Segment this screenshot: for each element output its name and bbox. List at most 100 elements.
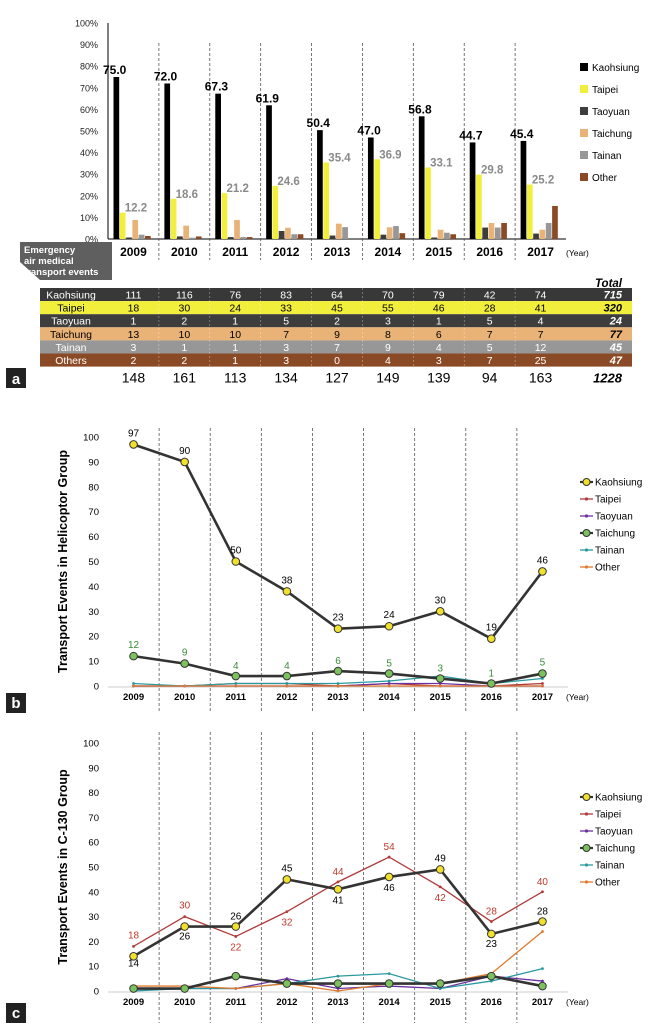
table-cell: 2 bbox=[131, 355, 137, 367]
table-cell: 5 bbox=[487, 316, 493, 328]
table-cell: 5 bbox=[283, 316, 289, 328]
column-total: 113 bbox=[224, 370, 247, 386]
bar-tainan-2015 bbox=[444, 232, 450, 239]
table-cell: 7 bbox=[334, 342, 340, 354]
point-other-2012 bbox=[285, 684, 289, 688]
data-label-taichung: 12 bbox=[128, 640, 140, 651]
table-cell: 42 bbox=[484, 290, 496, 302]
data-label-kaohsiung: 45.4 bbox=[510, 127, 534, 141]
series-line-kaohsiung bbox=[133, 443, 544, 641]
table-cell: 64 bbox=[331, 290, 343, 302]
panel-tag-c-text: c bbox=[12, 1005, 20, 1022]
bar-taipei-2009 bbox=[119, 212, 126, 239]
table-row-tainan bbox=[40, 340, 632, 354]
data-label-kaohsiung: 14 bbox=[128, 958, 140, 969]
x-tick-label: 2011 bbox=[225, 997, 246, 1008]
x-tick-label: 2009 bbox=[123, 997, 144, 1008]
x-tick-label: 2014 bbox=[379, 997, 401, 1008]
table-cell: 33 bbox=[280, 303, 292, 315]
y-tick-label: 30% bbox=[80, 170, 98, 180]
data-label-taipei: 40 bbox=[537, 877, 549, 888]
legend-marker-kaohsiung bbox=[582, 478, 591, 486]
legend-label-kaohsiung: Kaohsiung bbox=[592, 63, 639, 74]
x-tick-label: 2017 bbox=[532, 692, 553, 703]
data-label-kaohsiung: 75.0 bbox=[103, 63, 127, 77]
panel-b-line-chart: 0 10 20 30 40 50 60 70 80 90 100 Transport Events i… bbox=[6, 428, 642, 713]
x-tick-label: 2010 bbox=[171, 245, 198, 259]
point-taichung-2016 bbox=[487, 679, 496, 688]
data-label-kaohsiung: 46 bbox=[537, 555, 549, 566]
table-row-label: Taoyuan bbox=[51, 316, 91, 328]
panel-tag-b-text: b bbox=[11, 695, 20, 712]
x-axis-unit: (Year) bbox=[566, 997, 589, 1007]
point-taichung-2013 bbox=[333, 666, 343, 676]
bar-taipei-2010 bbox=[170, 198, 177, 239]
point-tainan-2013 bbox=[336, 682, 340, 685]
x-tick-label: 2013 bbox=[327, 997, 348, 1008]
point-other-2017 bbox=[541, 930, 544, 933]
y-tick-label: 70 bbox=[88, 507, 99, 518]
y-tick-label: 70 bbox=[88, 813, 99, 824]
point-taipei-2012 bbox=[285, 910, 289, 914]
point-taichung-2009 bbox=[129, 651, 138, 661]
x-tick-label: 2013 bbox=[324, 245, 351, 259]
bar-kaohsiung-2011 bbox=[215, 93, 221, 239]
data-label-kaohsiung: 28 bbox=[537, 907, 549, 918]
point-kaohsiung-2011 bbox=[231, 557, 241, 566]
point-taichung-2010 bbox=[180, 984, 189, 993]
bar-other-2010 bbox=[195, 236, 202, 239]
table-cell: 2 bbox=[181, 316, 187, 328]
column-total: 127 bbox=[325, 370, 349, 386]
bar-taoyuan-2016 bbox=[482, 227, 489, 239]
point-kaohsiung-2012 bbox=[282, 587, 292, 596]
y-tick-label: 50 bbox=[88, 557, 99, 568]
table-row-total: 320 bbox=[604, 303, 623, 315]
data-label-taipei: 32 bbox=[281, 918, 293, 929]
data-label-taipei: 18.6 bbox=[176, 189, 198, 201]
point-taipei-2013 bbox=[336, 880, 340, 884]
bar-taichung-2010 bbox=[183, 225, 189, 239]
table-cell: 30 bbox=[178, 303, 190, 315]
point-kaohsiung-2017 bbox=[538, 567, 547, 576]
legend-marker-taipei bbox=[584, 812, 589, 816]
panel-tag-c bbox=[6, 1003, 26, 1023]
table-row-label: Taipei bbox=[57, 303, 84, 315]
data-label-taipei: 12.2 bbox=[125, 203, 147, 215]
y-tick-label: 50 bbox=[88, 863, 99, 874]
y-tick-label: 80 bbox=[88, 788, 99, 799]
data-label-taipei: 33.1 bbox=[430, 158, 453, 170]
legend-marker-tainan bbox=[584, 548, 589, 552]
data-label-kaohsiung: 90 bbox=[179, 446, 191, 457]
data-label-kaohsiung: 26 bbox=[230, 912, 242, 923]
table-cell: 7 bbox=[538, 329, 544, 341]
x-axis-unit: (Year) bbox=[566, 692, 589, 702]
legend-label-tainan: Tainan bbox=[592, 151, 621, 162]
data-label-taichung: 5 bbox=[386, 659, 392, 670]
data-label-kaohsiung: 38 bbox=[281, 575, 293, 586]
column-total: 148 bbox=[122, 370, 146, 386]
bar-tainan-2011 bbox=[240, 237, 247, 239]
legend-marker-taoyuan bbox=[584, 514, 589, 518]
table-cell: 7 bbox=[283, 329, 289, 341]
table-cell: 3 bbox=[131, 342, 137, 354]
legend-marker-other bbox=[584, 565, 589, 569]
point-kaohsiung-2014 bbox=[384, 621, 394, 631]
table-cell: 116 bbox=[176, 290, 193, 302]
panel-c-line-chart: 0 10 20 30 40 50 60 70 80 90 100 Transport Events i… bbox=[6, 732, 642, 1023]
bar-tainan-2012 bbox=[291, 234, 298, 239]
bar-taoyuan-2009 bbox=[126, 237, 132, 239]
data-label-taichung: 4 bbox=[233, 661, 239, 672]
data-label-kaohsiung: 30 bbox=[435, 595, 447, 606]
table-cell: 1 bbox=[232, 316, 238, 328]
bar-taipei-2011 bbox=[221, 193, 228, 239]
x-tick-label: 2011 bbox=[225, 692, 246, 703]
table-cell: 111 bbox=[125, 290, 141, 302]
y-tick-label: 30 bbox=[88, 607, 99, 618]
bar-kaohsiung-2010 bbox=[164, 83, 171, 239]
point-other-2014 bbox=[387, 684, 391, 688]
point-taichung-2011 bbox=[231, 671, 241, 681]
legend-swatch-kaohsiung bbox=[580, 63, 588, 71]
table-cell: 3 bbox=[385, 316, 391, 328]
table-cell: 28 bbox=[484, 303, 496, 315]
